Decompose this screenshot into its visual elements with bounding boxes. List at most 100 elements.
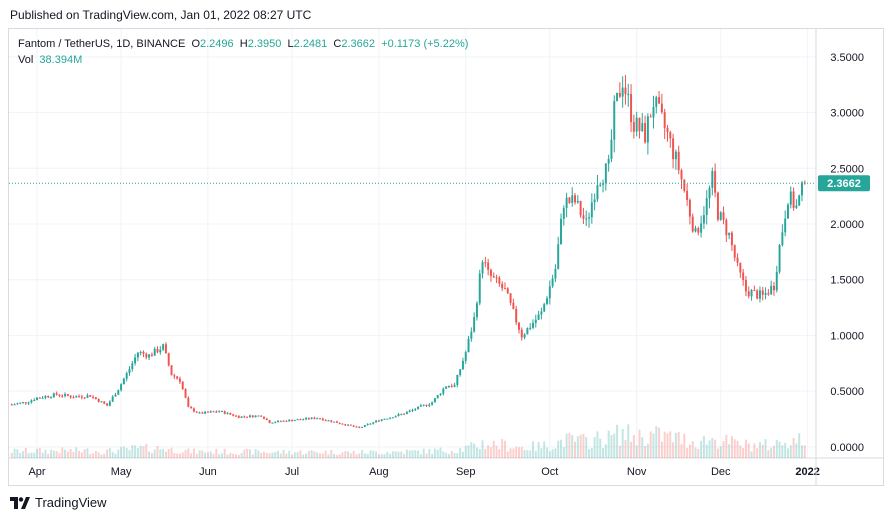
volume-bar [16, 449, 19, 458]
candle-body [103, 401, 106, 404]
volume-bar [61, 447, 64, 458]
volume-bar [607, 430, 610, 458]
candle-body [602, 183, 605, 185]
candle-body [299, 419, 302, 421]
candle-body [69, 395, 72, 398]
volume-bar [243, 449, 246, 458]
volume-bar [781, 445, 784, 458]
candle-body [478, 273, 481, 304]
candle-body [498, 277, 501, 284]
volume-bar [719, 446, 722, 458]
candle-body [501, 283, 504, 289]
candle-body [92, 396, 95, 398]
volume-bar [428, 449, 431, 458]
x-tick-label: Jul [285, 466, 299, 478]
volume-bar [10, 452, 13, 458]
volume-bar [574, 441, 577, 458]
volume-bar [36, 448, 39, 458]
candle-body [725, 219, 728, 236]
candle-body [201, 412, 204, 414]
volume-bar [753, 443, 756, 458]
candle-body [240, 416, 243, 418]
volume-bar [195, 453, 198, 458]
candle-body [50, 397, 53, 399]
candle-body [190, 406, 193, 409]
volume-bar [64, 449, 67, 458]
chart-legend: Fantom / TetherUS, 1D, BINANCE O2.2496 H… [18, 36, 468, 68]
volume-bar [548, 451, 551, 458]
volume-bar [271, 452, 274, 458]
volume-bar [658, 427, 661, 458]
footer-brand[interactable]: TradingView [10, 495, 107, 510]
candle-body [277, 420, 279, 423]
candle-body [691, 216, 694, 232]
volume-bar [248, 449, 251, 458]
volume-bar [694, 447, 697, 458]
volume-bar [445, 452, 448, 458]
volume-bar [540, 448, 543, 458]
volume-bar [206, 452, 209, 458]
volume-bar [554, 448, 557, 458]
candle-body [669, 132, 672, 139]
volume-bar [156, 445, 159, 458]
volume-bar [786, 448, 789, 458]
candle-body [321, 418, 324, 421]
candle-body [775, 271, 778, 291]
candle-body [756, 290, 759, 299]
candle-body [142, 351, 145, 354]
candle-body [83, 397, 86, 399]
volume-bar [134, 445, 137, 458]
candle-body [792, 191, 795, 208]
candle-body [55, 393, 58, 395]
candle-body [579, 200, 582, 216]
volume-bar [142, 446, 145, 458]
candle-body [481, 262, 484, 274]
volume-bar [13, 448, 16, 458]
candle-body [153, 348, 156, 356]
candle-body [795, 205, 798, 208]
volume-bar [716, 448, 719, 458]
candle-body [296, 419, 299, 421]
volume-bar [565, 433, 568, 458]
volume-bar [125, 448, 128, 458]
volume-bar [523, 449, 526, 458]
volume-bar [100, 454, 103, 458]
x-tick-label: Apr [28, 466, 45, 478]
volume-bar [756, 448, 759, 458]
candle-body [363, 425, 366, 427]
candle-body [433, 398, 436, 403]
candle-body [784, 218, 787, 233]
candle-body [41, 397, 44, 399]
candle-body [646, 116, 649, 143]
volume-bar [517, 447, 520, 458]
volume-bar [148, 451, 151, 458]
volume-bar [349, 453, 352, 458]
candle-body [464, 352, 467, 361]
volume-bar [22, 451, 24, 458]
candle-body [307, 417, 310, 420]
volume-bar [411, 450, 414, 458]
volume-bar [313, 451, 316, 458]
volume-bar [405, 449, 408, 458]
candle-body [506, 288, 509, 294]
volume-bar [111, 451, 114, 458]
volume-bar [159, 449, 162, 458]
candle-body [475, 303, 478, 318]
volume-bar [801, 445, 803, 458]
volume-bar [78, 451, 81, 458]
volume-bar [251, 454, 254, 458]
volume-bar [355, 454, 358, 458]
candle-body [260, 415, 263, 417]
candle-body [66, 394, 69, 396]
volume-bar [456, 453, 459, 458]
volume-bar [459, 448, 462, 458]
candle-body [220, 411, 223, 413]
candle-body [288, 419, 291, 422]
volume-bar [41, 452, 44, 458]
candle-body [167, 353, 170, 366]
volume-bar [27, 453, 30, 458]
candle-body [302, 419, 305, 421]
candle-body [694, 228, 697, 232]
x-tick-label: Jun [199, 466, 217, 478]
